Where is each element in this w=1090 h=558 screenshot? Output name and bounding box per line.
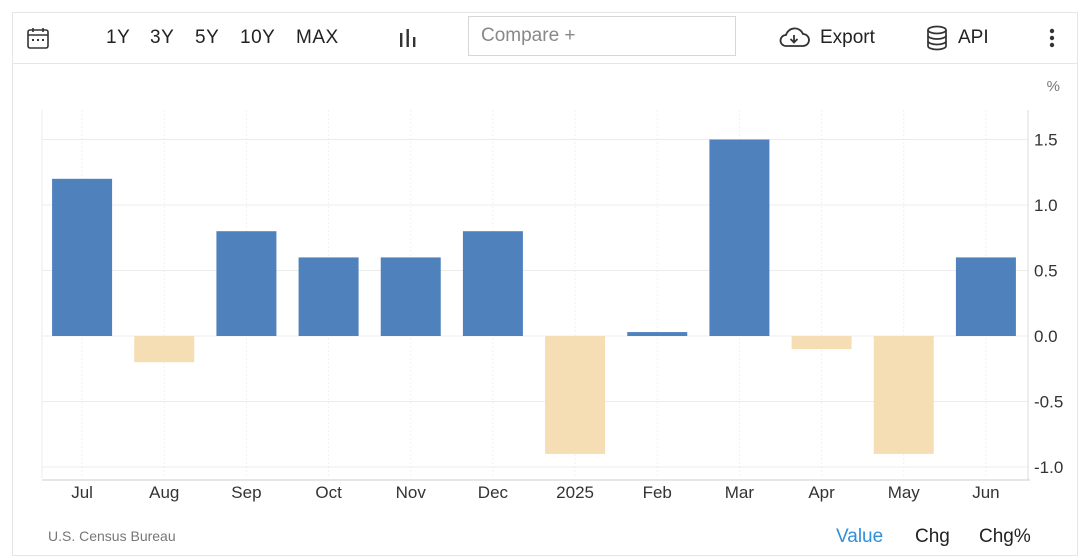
calendar-icon[interactable] [26,12,50,64]
y-unit-label: % [1047,78,1060,95]
compare-input[interactable] [468,16,736,56]
bar [955,257,1016,336]
x-tick-label: Jul [71,483,93,502]
bar [216,231,277,336]
x-tick-label: May [888,483,921,502]
cloud-download-icon [778,26,810,50]
x-tick-label: Oct [315,483,342,502]
x-tick-label: Aug [149,483,179,502]
x-tick-label: Jun [972,483,999,502]
y-axis-labels: 1.5 1.0 0.5 0.0 -0.5 -1.0 [1034,131,1063,478]
bar [627,332,688,336]
bar [709,139,770,336]
bar [298,257,359,336]
bar [545,336,606,454]
bar [134,336,195,363]
tab-chg[interactable]: Chg [915,526,950,547]
y-tick-label: 1.0 [1034,196,1058,215]
export-button[interactable]: Export [778,12,875,64]
api-label: API [958,27,989,48]
range-1y-button[interactable]: 1Y [106,27,131,48]
y-tick-label: -1.0 [1034,458,1063,477]
y-tick-label: 0.0 [1034,327,1058,346]
bar [462,231,523,336]
x-tick-label: 2025 [556,483,594,502]
range-max-button[interactable]: MAX [296,27,339,48]
x-tick-label: Feb [643,483,672,502]
chart-widget [12,12,1078,556]
bar [380,257,441,336]
y-tick-label: 0.5 [1034,262,1058,281]
y-tick-label: 1.5 [1034,131,1058,150]
range-3y-button[interactable]: 3Y [150,27,175,48]
chart-toolbar: 1Y 3Y 5Y 10Y MAX Export API [12,12,1078,64]
export-label: Export [820,27,875,48]
x-tick-label: Sep [231,483,261,502]
x-axis-labels: Jul Aug Sep Oct Nov Dec 2025 Feb Mar Apr May Jun [71,483,999,502]
bar-chart-icon[interactable] [397,12,419,64]
x-tick-label: Apr [808,483,835,502]
bar-series [52,139,1016,454]
x-tick-label: Nov [396,483,427,502]
grid-horizontal [41,110,1029,480]
range-10y-button[interactable]: 10Y [240,27,276,48]
x-tick-label: Mar [725,483,755,502]
tab-value[interactable]: Value [836,526,884,547]
bar [873,336,934,454]
database-icon [926,25,948,51]
bar [52,178,113,336]
range-5y-button[interactable]: 5Y [195,27,220,48]
vertical-dots-icon[interactable] [1044,12,1060,64]
bar [791,336,852,350]
api-button[interactable]: API [926,12,989,64]
data-source: U.S. Census Bureau [48,528,176,544]
tab-chg-percent[interactable]: Chg% [979,526,1031,547]
y-tick-label: -0.5 [1034,393,1063,412]
x-tick-label: Dec [478,483,509,502]
